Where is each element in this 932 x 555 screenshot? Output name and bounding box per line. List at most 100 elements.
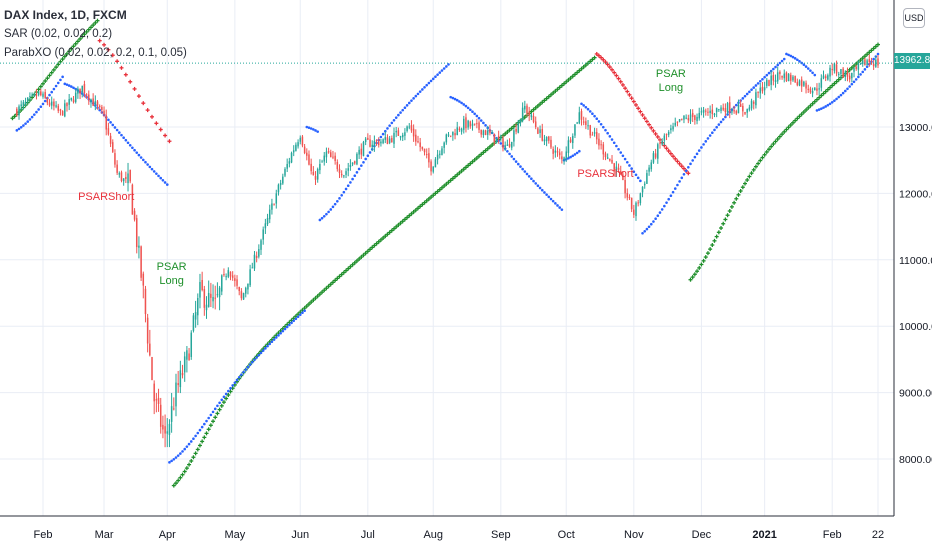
candle-body bbox=[683, 115, 685, 120]
sar-dot bbox=[772, 67, 775, 71]
candle-body bbox=[783, 73, 786, 79]
candle-body bbox=[264, 223, 267, 229]
legend-symbol-title[interactable]: DAX Index, 1D, FXCM bbox=[4, 8, 127, 22]
candle-body bbox=[247, 283, 249, 290]
sar-dot bbox=[360, 164, 363, 167]
sar-dot bbox=[615, 144, 618, 148]
sar-dot bbox=[157, 174, 160, 178]
sar-dot bbox=[248, 363, 252, 366]
sar-dot bbox=[697, 149, 701, 152]
sar-dot bbox=[174, 456, 178, 459]
candle-body bbox=[833, 63, 836, 71]
sar-dot bbox=[471, 110, 474, 114]
sar-dot bbox=[591, 112, 594, 115]
candle-body bbox=[131, 184, 134, 215]
sar-dot bbox=[43, 99, 47, 103]
sar-dot bbox=[211, 410, 215, 414]
candle-body bbox=[574, 124, 576, 136]
sar-dot bbox=[682, 172, 686, 176]
sar-dot bbox=[824, 105, 827, 108]
sar-dot bbox=[213, 407, 217, 411]
sar-dot bbox=[357, 167, 361, 171]
sar-dot bbox=[545, 193, 548, 196]
candle-body bbox=[393, 132, 395, 144]
legend-parabxo-indicator[interactable]: ParabXO (0.02, 0.02, 0.2, 0.1, 0.05) bbox=[4, 47, 187, 59]
sar-dot bbox=[634, 173, 638, 177]
candle-body bbox=[798, 80, 801, 86]
sar-dot bbox=[270, 340, 274, 344]
candle-body bbox=[303, 146, 306, 154]
sar-dot bbox=[294, 317, 298, 321]
sar-dot bbox=[349, 181, 352, 184]
candle-body bbox=[713, 113, 716, 116]
sar-dot bbox=[111, 123, 115, 127]
legend-sar-indicator[interactable]: SAR (0.02, 0.02, 0.2) bbox=[4, 28, 113, 40]
candle-body bbox=[755, 92, 757, 106]
sar-dot bbox=[455, 98, 459, 102]
sar-dot bbox=[702, 143, 705, 146]
sar-dot bbox=[641, 231, 644, 235]
candle-body bbox=[244, 287, 247, 294]
candle-body bbox=[284, 168, 286, 176]
sar-dot bbox=[35, 110, 38, 114]
candle-body bbox=[286, 164, 288, 169]
sar-dot bbox=[390, 121, 394, 125]
sar-dot bbox=[649, 222, 653, 226]
sar-dot bbox=[194, 434, 197, 438]
candle-body bbox=[622, 174, 624, 180]
candle-body bbox=[109, 135, 112, 144]
candle-body bbox=[742, 105, 744, 112]
candle-body bbox=[617, 167, 620, 170]
candle-body bbox=[548, 136, 550, 141]
sar-dot bbox=[811, 71, 814, 75]
candle-body bbox=[578, 112, 581, 124]
sar-dot bbox=[257, 353, 261, 357]
candle-body bbox=[613, 163, 615, 172]
sar-dot bbox=[222, 395, 226, 399]
sar-dot bbox=[850, 82, 854, 86]
sar-dot bbox=[859, 73, 862, 76]
currency-button[interactable]: USD bbox=[903, 8, 925, 28]
sar-dot bbox=[185, 445, 189, 448]
sar-dot bbox=[336, 200, 339, 203]
candle-body bbox=[194, 312, 197, 320]
sar-dot bbox=[809, 69, 812, 72]
candle-body bbox=[162, 424, 164, 430]
sar-dot bbox=[567, 156, 570, 160]
sar-dot bbox=[711, 131, 714, 134]
candle-body bbox=[447, 134, 450, 136]
sar-dot bbox=[828, 102, 832, 106]
sar-dot bbox=[381, 132, 385, 136]
candle-body bbox=[639, 193, 642, 204]
candle-body bbox=[724, 108, 727, 113]
candle-body bbox=[493, 133, 496, 143]
candle-body bbox=[521, 107, 524, 121]
sar-dot bbox=[815, 109, 819, 112]
candle-body bbox=[358, 149, 360, 155]
candle-body bbox=[846, 72, 849, 77]
sar-dot bbox=[586, 107, 590, 111]
candle-body bbox=[500, 137, 502, 139]
sar-dot bbox=[255, 356, 258, 359]
sar-dot bbox=[399, 111, 402, 114]
sar-dot bbox=[612, 141, 616, 145]
sar-dot bbox=[654, 217, 657, 220]
candle-body bbox=[312, 171, 315, 176]
candle-body bbox=[471, 123, 474, 126]
sar-dot bbox=[479, 119, 483, 122]
sar-dot bbox=[447, 63, 450, 66]
sar-dot bbox=[761, 77, 764, 81]
sar-dot bbox=[429, 79, 433, 83]
grid-lines bbox=[0, 0, 894, 516]
candle-body bbox=[702, 109, 705, 113]
x-tick-label: Sep bbox=[491, 529, 511, 541]
sar-dot bbox=[205, 419, 208, 423]
sar-dot bbox=[368, 151, 372, 154]
sar-dot bbox=[758, 80, 762, 83]
sar-dot bbox=[628, 164, 631, 167]
candle-body bbox=[20, 104, 22, 107]
candle-body bbox=[539, 129, 541, 133]
sar-dot bbox=[669, 194, 673, 198]
sar-dot bbox=[165, 183, 169, 186]
